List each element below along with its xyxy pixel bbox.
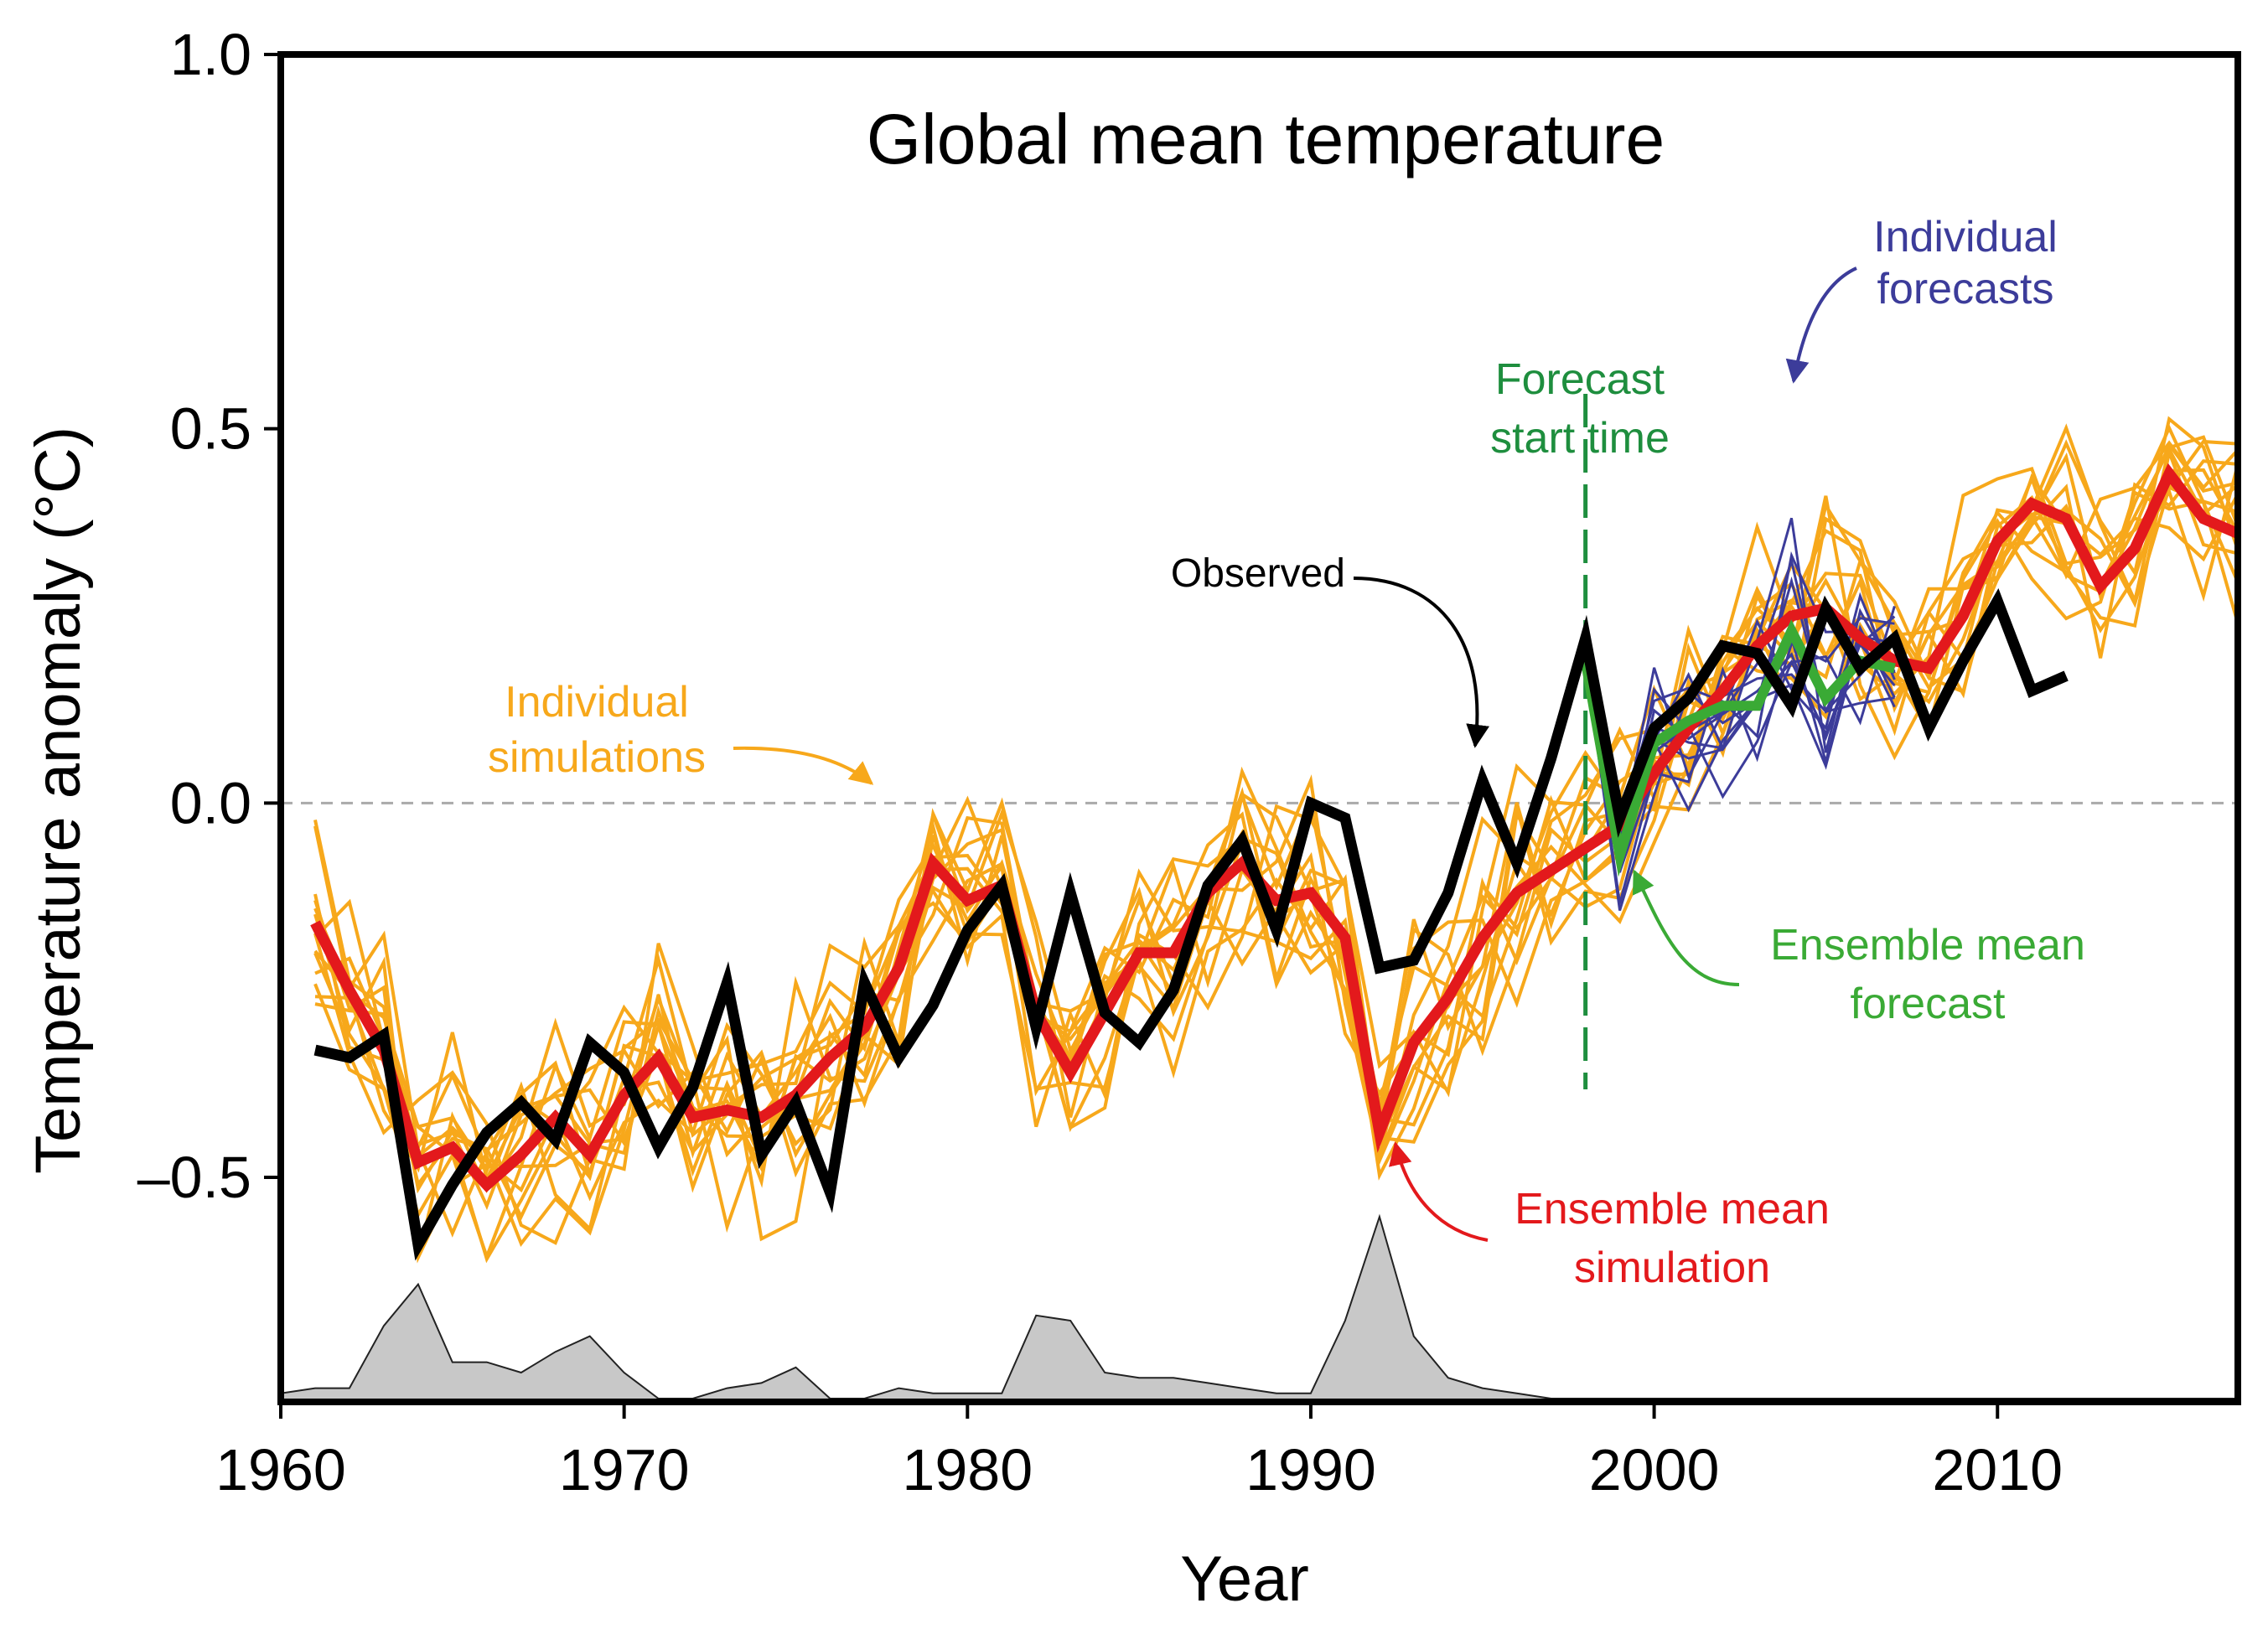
x-tick-label: 1960: [215, 1437, 346, 1502]
x-tick-label: 1990: [1245, 1437, 1376, 1502]
annotation-individual-forecasts: Individual forecasts: [1873, 213, 2058, 313]
y-axis-title: Temperature anomaly (°C): [23, 427, 94, 1174]
annotation-observed: Observed: [1171, 551, 1345, 596]
x-tick-label: 1970: [559, 1437, 690, 1502]
annotation-ensemble-mean-simulation: Ensemble mean simulation: [1515, 1185, 1830, 1292]
arrow-individual-simulations: [733, 746, 874, 785]
volcanic-forcing-shape: [281, 1213, 2238, 1402]
simulation-line: [313, 446, 2238, 1202]
arrow-ensemble-mean-forecast: [1632, 869, 1740, 986]
x-tick-label: 2010: [1932, 1437, 2063, 1502]
plot-frame: [277, 51, 2241, 1405]
x-tick-label: 1980: [902, 1437, 1033, 1502]
arrow-observed: [1353, 577, 1490, 748]
y-tick-label: –0.5: [137, 1145, 251, 1210]
y-tick-label: 0.5: [170, 396, 251, 462]
chart-title: Global mean temperature: [867, 100, 1665, 178]
ensemble-mean-simulation-line: [310, 463, 2238, 1192]
individual-forecasts: [1584, 517, 1896, 912]
annotation-individual-simulations: Individual simulations: [488, 678, 706, 782]
x-axis-title: Year: [1180, 1544, 1309, 1615]
arrow-ensemble-mean-simulation: [1389, 1141, 1489, 1242]
arrow-individual-forecasts: [1785, 266, 1857, 384]
x-tick-label: 2000: [1589, 1437, 1720, 1502]
y-tick-label: 1.0: [170, 22, 251, 87]
annotation-ensemble-mean-forecast: Ensemble mean forecast: [1770, 921, 2085, 1028]
volcanic-forcing-area: [281, 1213, 2238, 1402]
y-tick-label: 0.0: [170, 770, 251, 835]
ensemble-mean-forecast-line: [1580, 619, 1896, 877]
observed-line: [313, 587, 2069, 1261]
annotation-forecast-start: Forecast start time: [1490, 355, 1670, 463]
